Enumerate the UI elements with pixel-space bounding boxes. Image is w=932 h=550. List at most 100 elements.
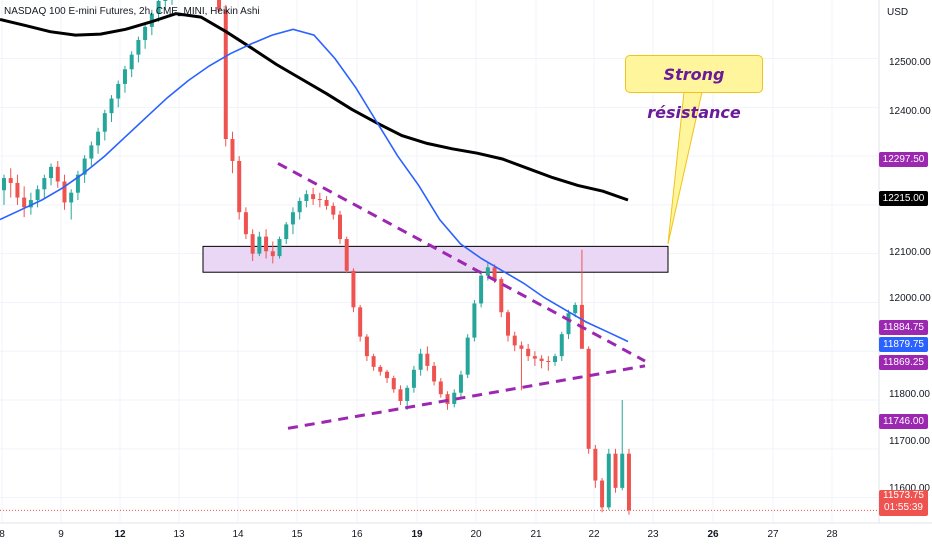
candle-body xyxy=(573,304,578,314)
candle-body xyxy=(96,131,101,146)
price-badge-fib-high: 12297.50 xyxy=(879,152,928,167)
candle-body xyxy=(398,389,403,402)
annotation-callout[interactable]: Strong résistance xyxy=(625,55,763,122)
candle-body xyxy=(237,160,242,213)
candle-body xyxy=(458,374,463,393)
candle-body xyxy=(452,392,457,404)
price-tick-label: 11800.00 xyxy=(889,389,930,400)
candle-body xyxy=(351,270,356,308)
time-tick-label: 21 xyxy=(530,529,542,540)
price-badge-support: 11746.00 xyxy=(879,414,928,429)
candle-body xyxy=(391,378,396,390)
price-tick-label: 12100.00 xyxy=(889,247,931,258)
candle-body xyxy=(626,453,631,511)
candle-body xyxy=(506,312,510,336)
candle-body xyxy=(485,267,490,276)
time-tick-label: 27 xyxy=(767,529,779,540)
candle-body xyxy=(69,192,74,203)
candle-body xyxy=(586,348,591,449)
candle-body xyxy=(264,236,269,252)
candle-body xyxy=(465,337,470,375)
candle-body xyxy=(109,98,114,114)
slow-moving-average-line xyxy=(0,12,629,202)
candle-body xyxy=(479,275,484,304)
candle-body xyxy=(297,200,302,213)
price-tick-label: 11600.00 xyxy=(889,483,930,494)
candle-body xyxy=(593,448,598,481)
candle-body xyxy=(600,480,605,508)
fast-moving-average-line xyxy=(0,28,629,343)
candle-body xyxy=(432,365,437,382)
ascending-trendline xyxy=(287,364,646,430)
candle-body xyxy=(532,356,537,359)
time-tick-label: 23 xyxy=(647,529,659,540)
candle-body xyxy=(15,182,20,198)
candle-body xyxy=(519,345,524,349)
time-tick-label: 12 xyxy=(114,529,126,540)
time-tick-label: 22 xyxy=(588,529,600,540)
price-tick-label: 12500.00 xyxy=(889,57,931,68)
candle-body xyxy=(163,0,168,1)
time-tick-label: 9 xyxy=(58,529,64,540)
time-tick-label: 16 xyxy=(351,529,363,540)
candle-body xyxy=(129,54,134,70)
candle-body xyxy=(230,139,235,161)
price-badge-slow-ma: 12215.00 xyxy=(879,191,928,206)
candle-body xyxy=(331,205,336,215)
candle-body xyxy=(606,453,611,508)
candle-body xyxy=(472,303,477,338)
candle-body xyxy=(62,181,67,203)
candle-body xyxy=(378,366,383,372)
candle-body xyxy=(257,236,262,254)
candle-body xyxy=(49,166,54,179)
candle-body xyxy=(284,224,289,240)
time-tick-label: 14 xyxy=(232,529,244,540)
chart-title: NASDAQ 100 E-mini Futures, 2h, CME_MINI,… xyxy=(4,6,260,17)
candle-body xyxy=(22,197,27,208)
candle-body xyxy=(418,353,423,370)
candle-body xyxy=(425,353,430,366)
candle-body xyxy=(364,336,369,357)
time-tick-label: 20 xyxy=(470,529,482,540)
candle-body xyxy=(270,251,275,257)
candle-body xyxy=(28,200,33,208)
candle-body xyxy=(405,387,410,402)
candle-body xyxy=(411,369,416,388)
candles-layer xyxy=(2,0,631,515)
candle-body xyxy=(620,453,625,488)
candle-body xyxy=(344,239,349,271)
candle-body xyxy=(42,178,47,190)
candle-body xyxy=(2,178,6,191)
time-tick-label: 19 xyxy=(411,529,423,540)
candle-body xyxy=(122,69,127,84)
candle-body xyxy=(35,189,40,201)
candle-body xyxy=(250,234,255,254)
price-tick-label: 11700.00 xyxy=(889,436,930,447)
candle-body xyxy=(317,199,322,201)
price-tick-label: 12400.00 xyxy=(889,106,931,117)
last-price-value: 11573.75 xyxy=(883,490,924,501)
candle-body xyxy=(553,356,558,362)
currency-label[interactable]: USD xyxy=(887,7,909,18)
last-price-badge: 11573.75 01:55:39 xyxy=(879,490,928,516)
price-badge-fast-ma: 11879.75 xyxy=(879,337,928,352)
candle-body xyxy=(311,194,316,200)
candle-body xyxy=(217,0,222,10)
candle-body xyxy=(338,214,342,240)
candle-body xyxy=(290,212,295,225)
candle-body xyxy=(223,9,228,140)
candle-body xyxy=(526,348,531,357)
time-tick-label: 15 xyxy=(291,529,303,540)
bar-countdown: 01:55:39 xyxy=(884,502,923,513)
candle-body xyxy=(82,158,87,175)
candle-body xyxy=(156,0,161,14)
candle-body xyxy=(385,371,390,379)
candle-body xyxy=(358,307,363,337)
price-tick-label: 12000.00 xyxy=(889,293,931,304)
time-tick-label: 8 xyxy=(0,529,5,540)
candle-body xyxy=(116,83,121,99)
candle-body xyxy=(566,313,571,335)
candle-body xyxy=(613,453,618,488)
descending-trendline xyxy=(277,162,646,363)
